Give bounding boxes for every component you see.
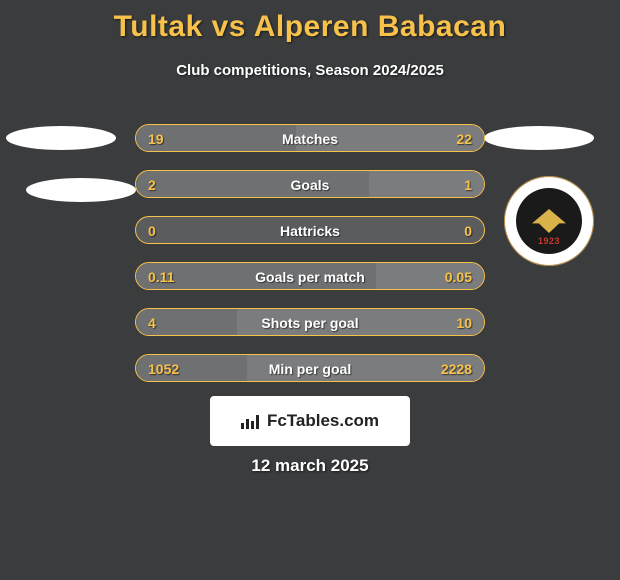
player-left-photo-placeholder-1 [6, 126, 116, 150]
stat-row: 21Goals [135, 170, 485, 198]
player-right-photo-placeholder [484, 126, 594, 150]
player-left-photo-placeholder-2 [26, 178, 136, 202]
stat-row: 0.110.05Goals per match [135, 262, 485, 290]
stat-label: Min per goal [136, 355, 484, 382]
chart-icon [241, 413, 261, 429]
stats-bars: 1922Matches 21Goals 00Hattricks 0.110.05Goa… [135, 124, 485, 400]
stat-label: Shots per goal [136, 309, 484, 336]
eagle-icon [532, 209, 566, 233]
stat-label: Goals per match [136, 263, 484, 290]
stat-row: 410Shots per goal [135, 308, 485, 336]
stat-row: 10522228Min per goal [135, 354, 485, 382]
page-title: Tultak vs Alperen Babacan [0, 0, 620, 44]
club-crest-genclerbirligi: 1923 [504, 176, 594, 266]
comparison-infographic: Tultak vs Alperen Babacan Club competiti… [0, 0, 620, 580]
stat-row: 00Hattricks [135, 216, 485, 244]
crest-year: 1923 [538, 236, 560, 246]
attribution-text: FcTables.com [267, 411, 379, 431]
stat-label: Matches [136, 125, 484, 152]
stat-label: Goals [136, 171, 484, 198]
stat-label: Hattricks [136, 217, 484, 244]
stat-row: 1922Matches [135, 124, 485, 152]
generated-date: 12 march 2025 [0, 456, 620, 476]
crest-inner: 1923 [516, 188, 582, 254]
attribution-badge: FcTables.com [210, 396, 410, 446]
subtitle: Club competitions, Season 2024/2025 [0, 62, 620, 79]
